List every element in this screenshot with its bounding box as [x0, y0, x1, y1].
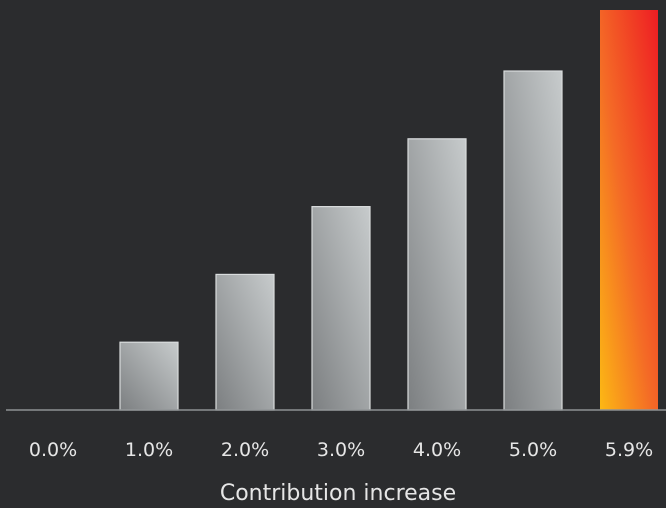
x-tick-label: 4.0% — [413, 439, 461, 461]
bar-4-0pct — [407, 138, 467, 411]
bar-1-0pct — [119, 341, 179, 411]
x-tick-label: 3.0% — [317, 439, 365, 461]
bar-3-0pct — [311, 206, 371, 411]
bar-2-0pct — [215, 273, 275, 411]
x-tick-labels: 0.0% 1.0% 2.0% 3.0% 4.0% 5.0% 5.9% — [29, 439, 653, 461]
bar-5-9pct — [600, 10, 658, 410]
x-tick-label: 1.0% — [125, 439, 173, 461]
bar-5-0pct — [503, 70, 563, 411]
x-tick-label: 5.0% — [509, 439, 557, 461]
x-tick-label: 2.0% — [221, 439, 269, 461]
x-tick-label: 5.9% — [605, 439, 653, 461]
bars-group — [119, 10, 658, 411]
x-tick-label: 0.0% — [29, 439, 77, 461]
x-axis-title: Contribution increase — [220, 481, 456, 506]
